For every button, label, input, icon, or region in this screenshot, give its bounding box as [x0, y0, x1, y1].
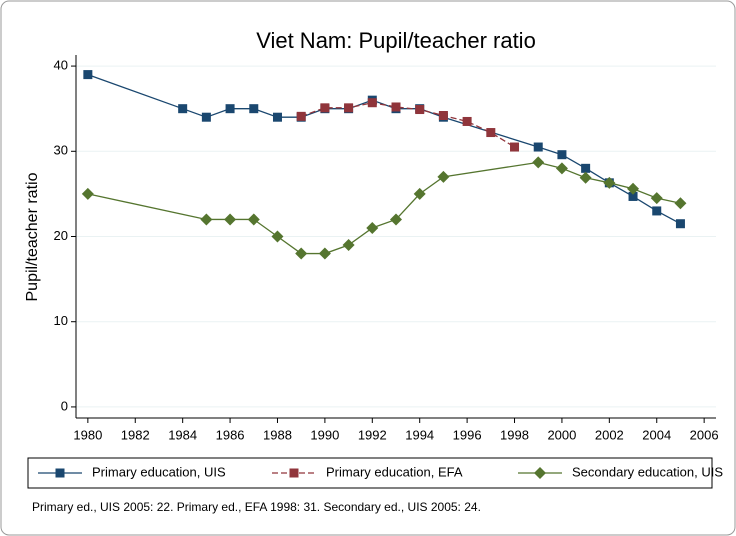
marker	[295, 247, 308, 260]
note: Primary ed., UIS 2005: 22. Primary ed., …	[32, 500, 481, 514]
x-tick-label: 1992	[358, 427, 387, 442]
x-tick-label: 1980	[73, 427, 102, 442]
marker	[81, 187, 94, 200]
x-tick-label: 1988	[263, 427, 292, 442]
marker	[271, 230, 284, 243]
legend-label: Primary education, UIS	[92, 464, 226, 479]
marker	[367, 98, 377, 108]
marker	[225, 104, 235, 114]
marker	[533, 142, 543, 152]
marker	[652, 206, 662, 216]
marker	[437, 170, 450, 183]
series-line	[300, 102, 515, 148]
x-tick-label: 1994	[405, 427, 434, 442]
y-tick-label: 0	[61, 398, 68, 413]
marker	[628, 191, 638, 201]
x-tick-label: 2002	[595, 427, 624, 442]
marker	[627, 182, 640, 195]
marker	[557, 150, 567, 160]
x-tick-label: 1998	[500, 427, 529, 442]
marker	[272, 112, 282, 122]
marker	[318, 247, 331, 260]
legend-marker	[534, 467, 546, 479]
x-tick-label: 2006	[690, 427, 719, 442]
x-tick-label: 1984	[168, 427, 197, 442]
x-tick-label: 1996	[453, 427, 482, 442]
legend-marker	[289, 468, 299, 478]
x-tick-label: 1990	[310, 427, 339, 442]
legend-marker	[55, 468, 65, 478]
marker	[366, 221, 379, 234]
marker	[555, 162, 568, 175]
marker	[415, 105, 425, 115]
marker	[650, 192, 663, 205]
marker	[178, 104, 188, 114]
x-tick-label: 1986	[216, 427, 245, 442]
marker	[438, 111, 448, 120]
marker	[344, 103, 354, 113]
marker	[201, 112, 211, 122]
marker	[462, 116, 472, 126]
marker	[674, 197, 687, 210]
marker	[83, 70, 93, 80]
marker	[296, 111, 306, 121]
legend-label: Secondary education, UIS	[572, 464, 723, 479]
marker	[224, 213, 237, 226]
x-tick-label: 2000	[547, 427, 576, 442]
marker	[603, 176, 616, 189]
marker	[510, 142, 520, 152]
marker	[249, 104, 259, 114]
marker	[581, 163, 591, 173]
y-axis-label: Pupil/teacher ratio	[24, 172, 41, 301]
y-tick-label: 20	[54, 228, 68, 243]
x-tick-label: 1982	[121, 427, 150, 442]
marker	[579, 171, 592, 184]
legend	[27, 457, 713, 489]
marker	[390, 213, 402, 226]
marker	[413, 187, 426, 200]
marker	[200, 213, 213, 226]
x-tick-label: 2004	[642, 427, 671, 442]
y-tick-label: 10	[54, 313, 68, 328]
marker	[320, 103, 330, 113]
marker	[486, 128, 496, 138]
marker	[532, 156, 545, 169]
chart-title: Viet Nam: Pupil/teacher ratio	[256, 28, 536, 53]
y-tick-label: 40	[54, 58, 68, 73]
marker	[247, 213, 260, 226]
y-tick-label: 30	[54, 143, 68, 158]
legend-label: Primary education, EFA	[326, 464, 463, 479]
marker	[391, 102, 401, 112]
marker	[342, 239, 355, 252]
marker	[675, 219, 685, 229]
